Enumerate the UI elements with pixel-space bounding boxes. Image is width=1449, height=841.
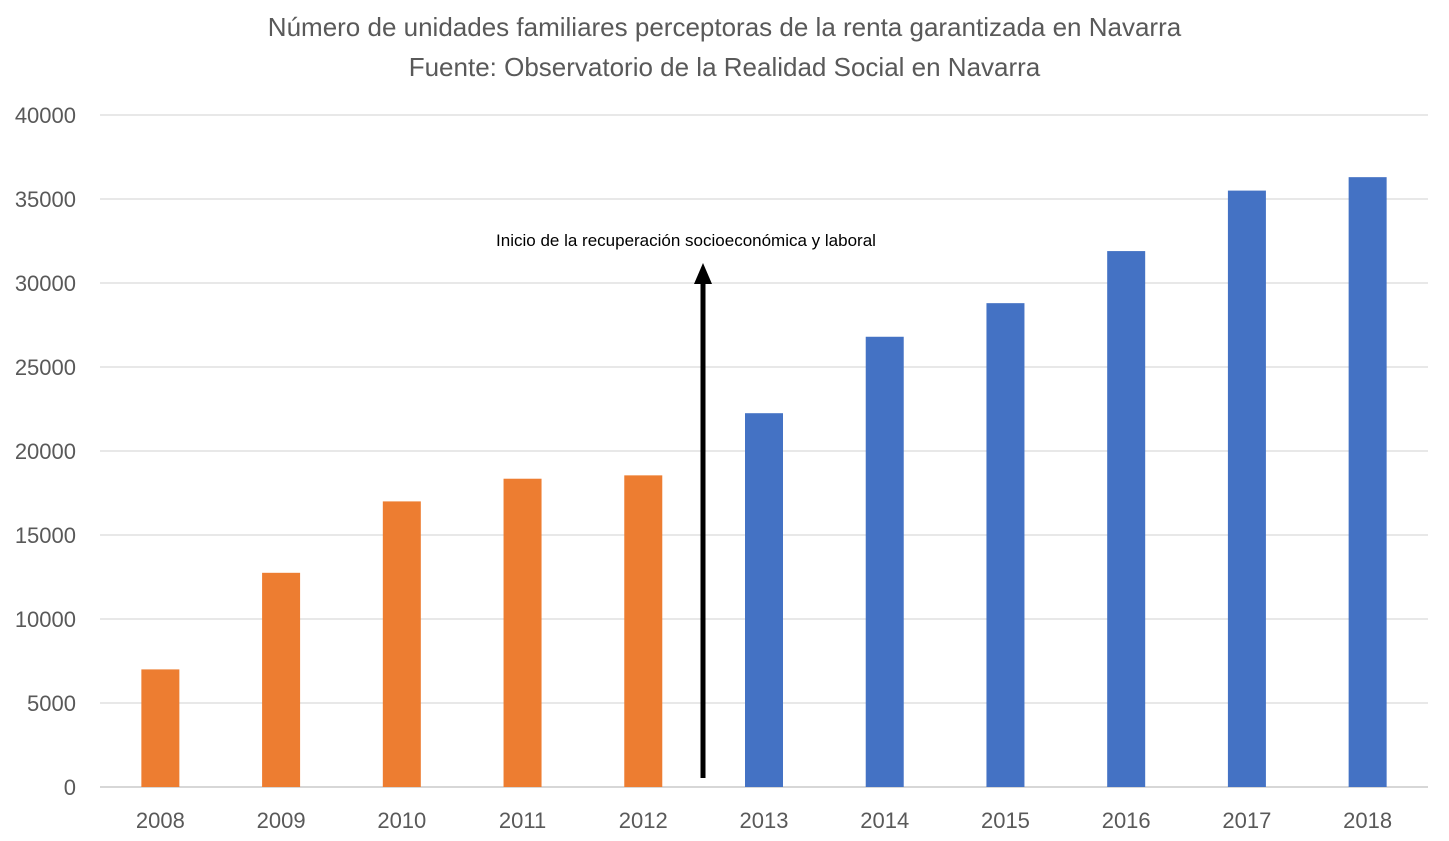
chart-title: Número de unidades familiares perceptora… [267, 12, 1182, 42]
x-tick-label: 2013 [740, 808, 789, 833]
bar-2010 [382, 501, 421, 787]
y-tick-label: 40000 [15, 103, 76, 128]
bar-2014 [865, 336, 904, 787]
annotation-arrow-head [694, 263, 712, 284]
y-tick-label: 20000 [15, 439, 76, 464]
bar-2013 [745, 413, 783, 787]
annotation-text: Inicio de la recuperación socioeconómica… [496, 231, 876, 250]
x-tick-label: 2012 [619, 808, 668, 833]
x-tick-label: 2014 [860, 808, 909, 833]
y-tick-label: 25000 [15, 355, 76, 380]
y-tick-label: 30000 [15, 271, 76, 296]
x-tick-label: 2016 [1102, 808, 1151, 833]
x-tick-label: 2008 [136, 808, 185, 833]
y-tick-label: 10000 [15, 607, 76, 632]
bar-2016 [1107, 251, 1146, 787]
x-tick-label: 2010 [377, 808, 426, 833]
bar-2009 [262, 572, 301, 787]
y-tick-label: 0 [64, 775, 76, 800]
y-tick-label: 5000 [27, 691, 76, 716]
y-tick-label: 35000 [15, 187, 76, 212]
bar-2018 [1348, 177, 1387, 787]
bar-2017 [1227, 190, 1266, 788]
y-tick-label: 15000 [15, 523, 76, 548]
bar-2011 [503, 478, 542, 787]
bar-2012 [624, 475, 663, 787]
bar-2015 [986, 303, 1025, 787]
x-tick-label: 2011 [499, 808, 546, 833]
x-tick-label: 2017 [1222, 808, 1271, 833]
x-tick-label: 2015 [981, 808, 1030, 833]
x-tick-label: 2018 [1343, 808, 1392, 833]
x-tick-label: 2009 [257, 808, 306, 833]
bar-2008 [141, 669, 180, 787]
chart-subtitle: Fuente: Observatorio de la Realidad Soci… [408, 52, 1041, 82]
